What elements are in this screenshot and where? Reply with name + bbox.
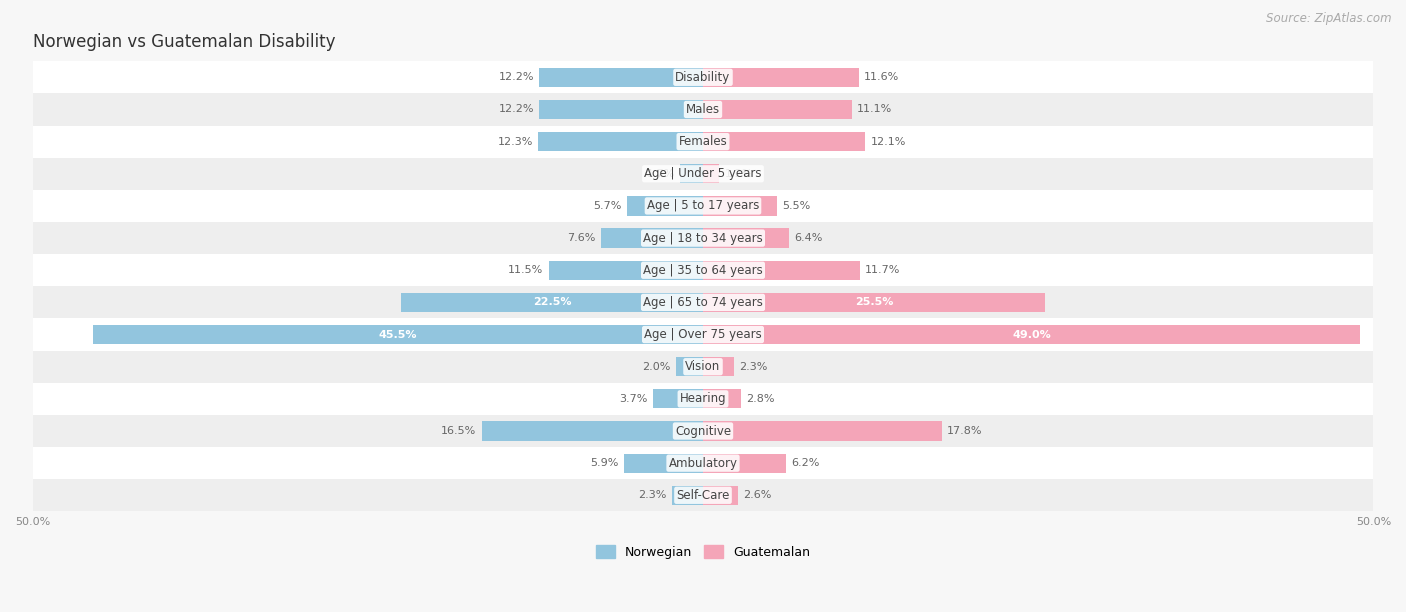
Bar	[401, 293, 703, 312]
Bar	[703, 68, 859, 87]
Text: 12.1%: 12.1%	[870, 136, 905, 147]
Bar	[93, 325, 703, 344]
Bar	[602, 228, 703, 248]
Bar	[703, 421, 942, 441]
Bar	[540, 68, 703, 87]
Bar	[681, 164, 703, 184]
Text: 49.0%: 49.0%	[1012, 329, 1050, 340]
Bar	[32, 158, 1374, 190]
Bar	[32, 318, 1374, 351]
Bar	[703, 132, 865, 151]
Legend: Norwegian, Guatemalan: Norwegian, Guatemalan	[591, 540, 815, 564]
Text: Source: ZipAtlas.com: Source: ZipAtlas.com	[1267, 12, 1392, 25]
Text: 11.5%: 11.5%	[508, 265, 544, 275]
Text: Norwegian vs Guatemalan Disability: Norwegian vs Guatemalan Disability	[32, 34, 335, 51]
Bar	[32, 254, 1374, 286]
Bar	[32, 222, 1374, 254]
Text: Age | Under 5 years: Age | Under 5 years	[644, 167, 762, 181]
Text: Disability: Disability	[675, 71, 731, 84]
Bar	[32, 479, 1374, 512]
Text: Males: Males	[686, 103, 720, 116]
Text: 6.2%: 6.2%	[792, 458, 820, 468]
Bar	[624, 453, 703, 473]
Text: 12.2%: 12.2%	[499, 72, 534, 83]
Text: Ambulatory: Ambulatory	[668, 457, 738, 469]
Text: 5.7%: 5.7%	[593, 201, 621, 211]
Bar	[540, 100, 703, 119]
Bar	[703, 389, 741, 408]
Bar	[32, 125, 1374, 158]
Text: 12.3%: 12.3%	[498, 136, 533, 147]
Text: 22.5%: 22.5%	[533, 297, 571, 307]
Bar	[676, 357, 703, 376]
Bar	[32, 190, 1374, 222]
Text: Cognitive: Cognitive	[675, 425, 731, 438]
Text: Age | 35 to 64 years: Age | 35 to 64 years	[643, 264, 763, 277]
Bar	[703, 453, 786, 473]
Text: 6.4%: 6.4%	[794, 233, 823, 243]
Bar	[538, 132, 703, 151]
Text: Age | 5 to 17 years: Age | 5 to 17 years	[647, 200, 759, 212]
Bar	[703, 228, 789, 248]
Text: 1.2%: 1.2%	[724, 169, 752, 179]
Text: 17.8%: 17.8%	[948, 426, 983, 436]
Text: Females: Females	[679, 135, 727, 148]
Text: 5.5%: 5.5%	[782, 201, 810, 211]
Bar	[482, 421, 703, 441]
Bar	[654, 389, 703, 408]
Bar	[703, 486, 738, 505]
Bar	[32, 415, 1374, 447]
Text: 12.2%: 12.2%	[499, 105, 534, 114]
Bar	[32, 382, 1374, 415]
Bar	[32, 447, 1374, 479]
Bar	[627, 196, 703, 215]
Text: Age | 18 to 34 years: Age | 18 to 34 years	[643, 231, 763, 245]
Text: Self-Care: Self-Care	[676, 489, 730, 502]
Bar	[32, 94, 1374, 125]
Bar	[703, 293, 1045, 312]
Bar	[703, 164, 718, 184]
Text: 11.7%: 11.7%	[865, 265, 901, 275]
Text: 1.7%: 1.7%	[647, 169, 675, 179]
Text: 2.3%: 2.3%	[638, 490, 666, 501]
Text: 2.0%: 2.0%	[643, 362, 671, 371]
Bar	[703, 261, 860, 280]
Bar	[548, 261, 703, 280]
Text: 11.1%: 11.1%	[858, 105, 893, 114]
Bar	[703, 325, 1360, 344]
Bar	[703, 357, 734, 376]
Text: 16.5%: 16.5%	[441, 426, 477, 436]
Text: 3.7%: 3.7%	[620, 394, 648, 404]
Text: 25.5%: 25.5%	[855, 297, 893, 307]
Text: 11.6%: 11.6%	[863, 72, 900, 83]
Text: Age | Over 75 years: Age | Over 75 years	[644, 328, 762, 341]
Text: 45.5%: 45.5%	[378, 329, 418, 340]
Text: Hearing: Hearing	[679, 392, 727, 405]
Text: 2.8%: 2.8%	[747, 394, 775, 404]
Text: Vision: Vision	[685, 360, 721, 373]
Bar	[703, 100, 852, 119]
Text: 2.6%: 2.6%	[744, 490, 772, 501]
Text: 5.9%: 5.9%	[591, 458, 619, 468]
Bar	[32, 286, 1374, 318]
Bar	[703, 196, 776, 215]
Bar	[32, 61, 1374, 94]
Bar	[32, 351, 1374, 382]
Text: Age | 65 to 74 years: Age | 65 to 74 years	[643, 296, 763, 309]
Bar	[672, 486, 703, 505]
Text: 2.3%: 2.3%	[740, 362, 768, 371]
Text: 7.6%: 7.6%	[568, 233, 596, 243]
